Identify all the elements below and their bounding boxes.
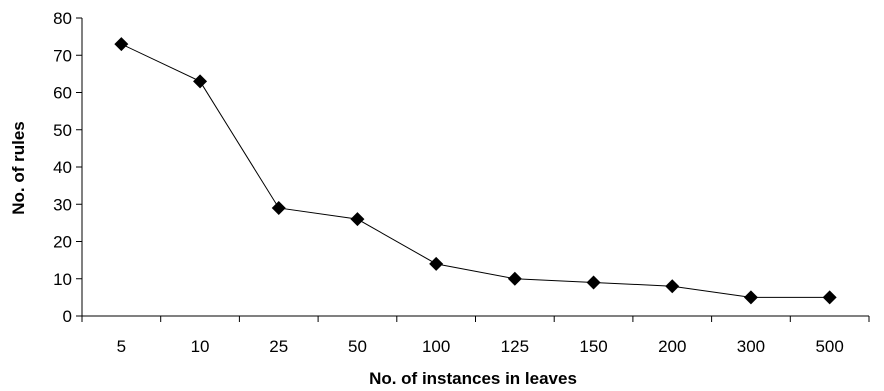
data-point-marker — [822, 290, 837, 305]
data-point-marker — [114, 37, 129, 52]
data-point-marker — [586, 275, 601, 290]
x-tick-label: 125 — [501, 337, 529, 356]
x-tick-label: 500 — [815, 337, 843, 356]
x-tick-label: 300 — [737, 337, 765, 356]
y-axis: 0 10 20 30 40 50 60 70 80 — [53, 9, 83, 326]
data-point-marker — [507, 271, 522, 286]
x-tick-label: 10 — [191, 337, 210, 356]
data-point-marker — [665, 279, 680, 294]
data-point-marker — [429, 256, 444, 271]
x-tick-label: 150 — [579, 337, 607, 356]
y-tick-label: 70 — [53, 46, 72, 65]
y-tick-label: 80 — [53, 9, 72, 28]
y-axis-title: No. of rules — [9, 121, 28, 215]
x-axis-title: No. of instances in leaves — [369, 369, 577, 388]
x-tick-label: 25 — [269, 337, 288, 356]
x-tick-label: 100 — [422, 337, 450, 356]
y-tick-label: 10 — [53, 270, 72, 289]
x-tick-label: 50 — [348, 337, 367, 356]
data-point-marker — [743, 290, 758, 305]
data-point-marker — [271, 200, 286, 215]
series — [114, 37, 837, 305]
data-point-marker — [350, 212, 365, 227]
y-tick-label: 50 — [53, 121, 72, 140]
x-tick-label: 5 — [117, 337, 126, 356]
x-axis: 5 10 25 50 100 125 150 200 300 500 — [81, 315, 870, 356]
y-tick-label: 40 — [53, 158, 72, 177]
y-tick-label: 20 — [53, 233, 72, 252]
y-tick-label: 60 — [53, 84, 72, 103]
data-point-marker — [193, 74, 208, 89]
series-line — [121, 43, 830, 298]
x-tick-label: 200 — [658, 337, 686, 356]
y-tick-label: 30 — [53, 195, 72, 214]
y-tick-label: 0 — [63, 307, 72, 326]
